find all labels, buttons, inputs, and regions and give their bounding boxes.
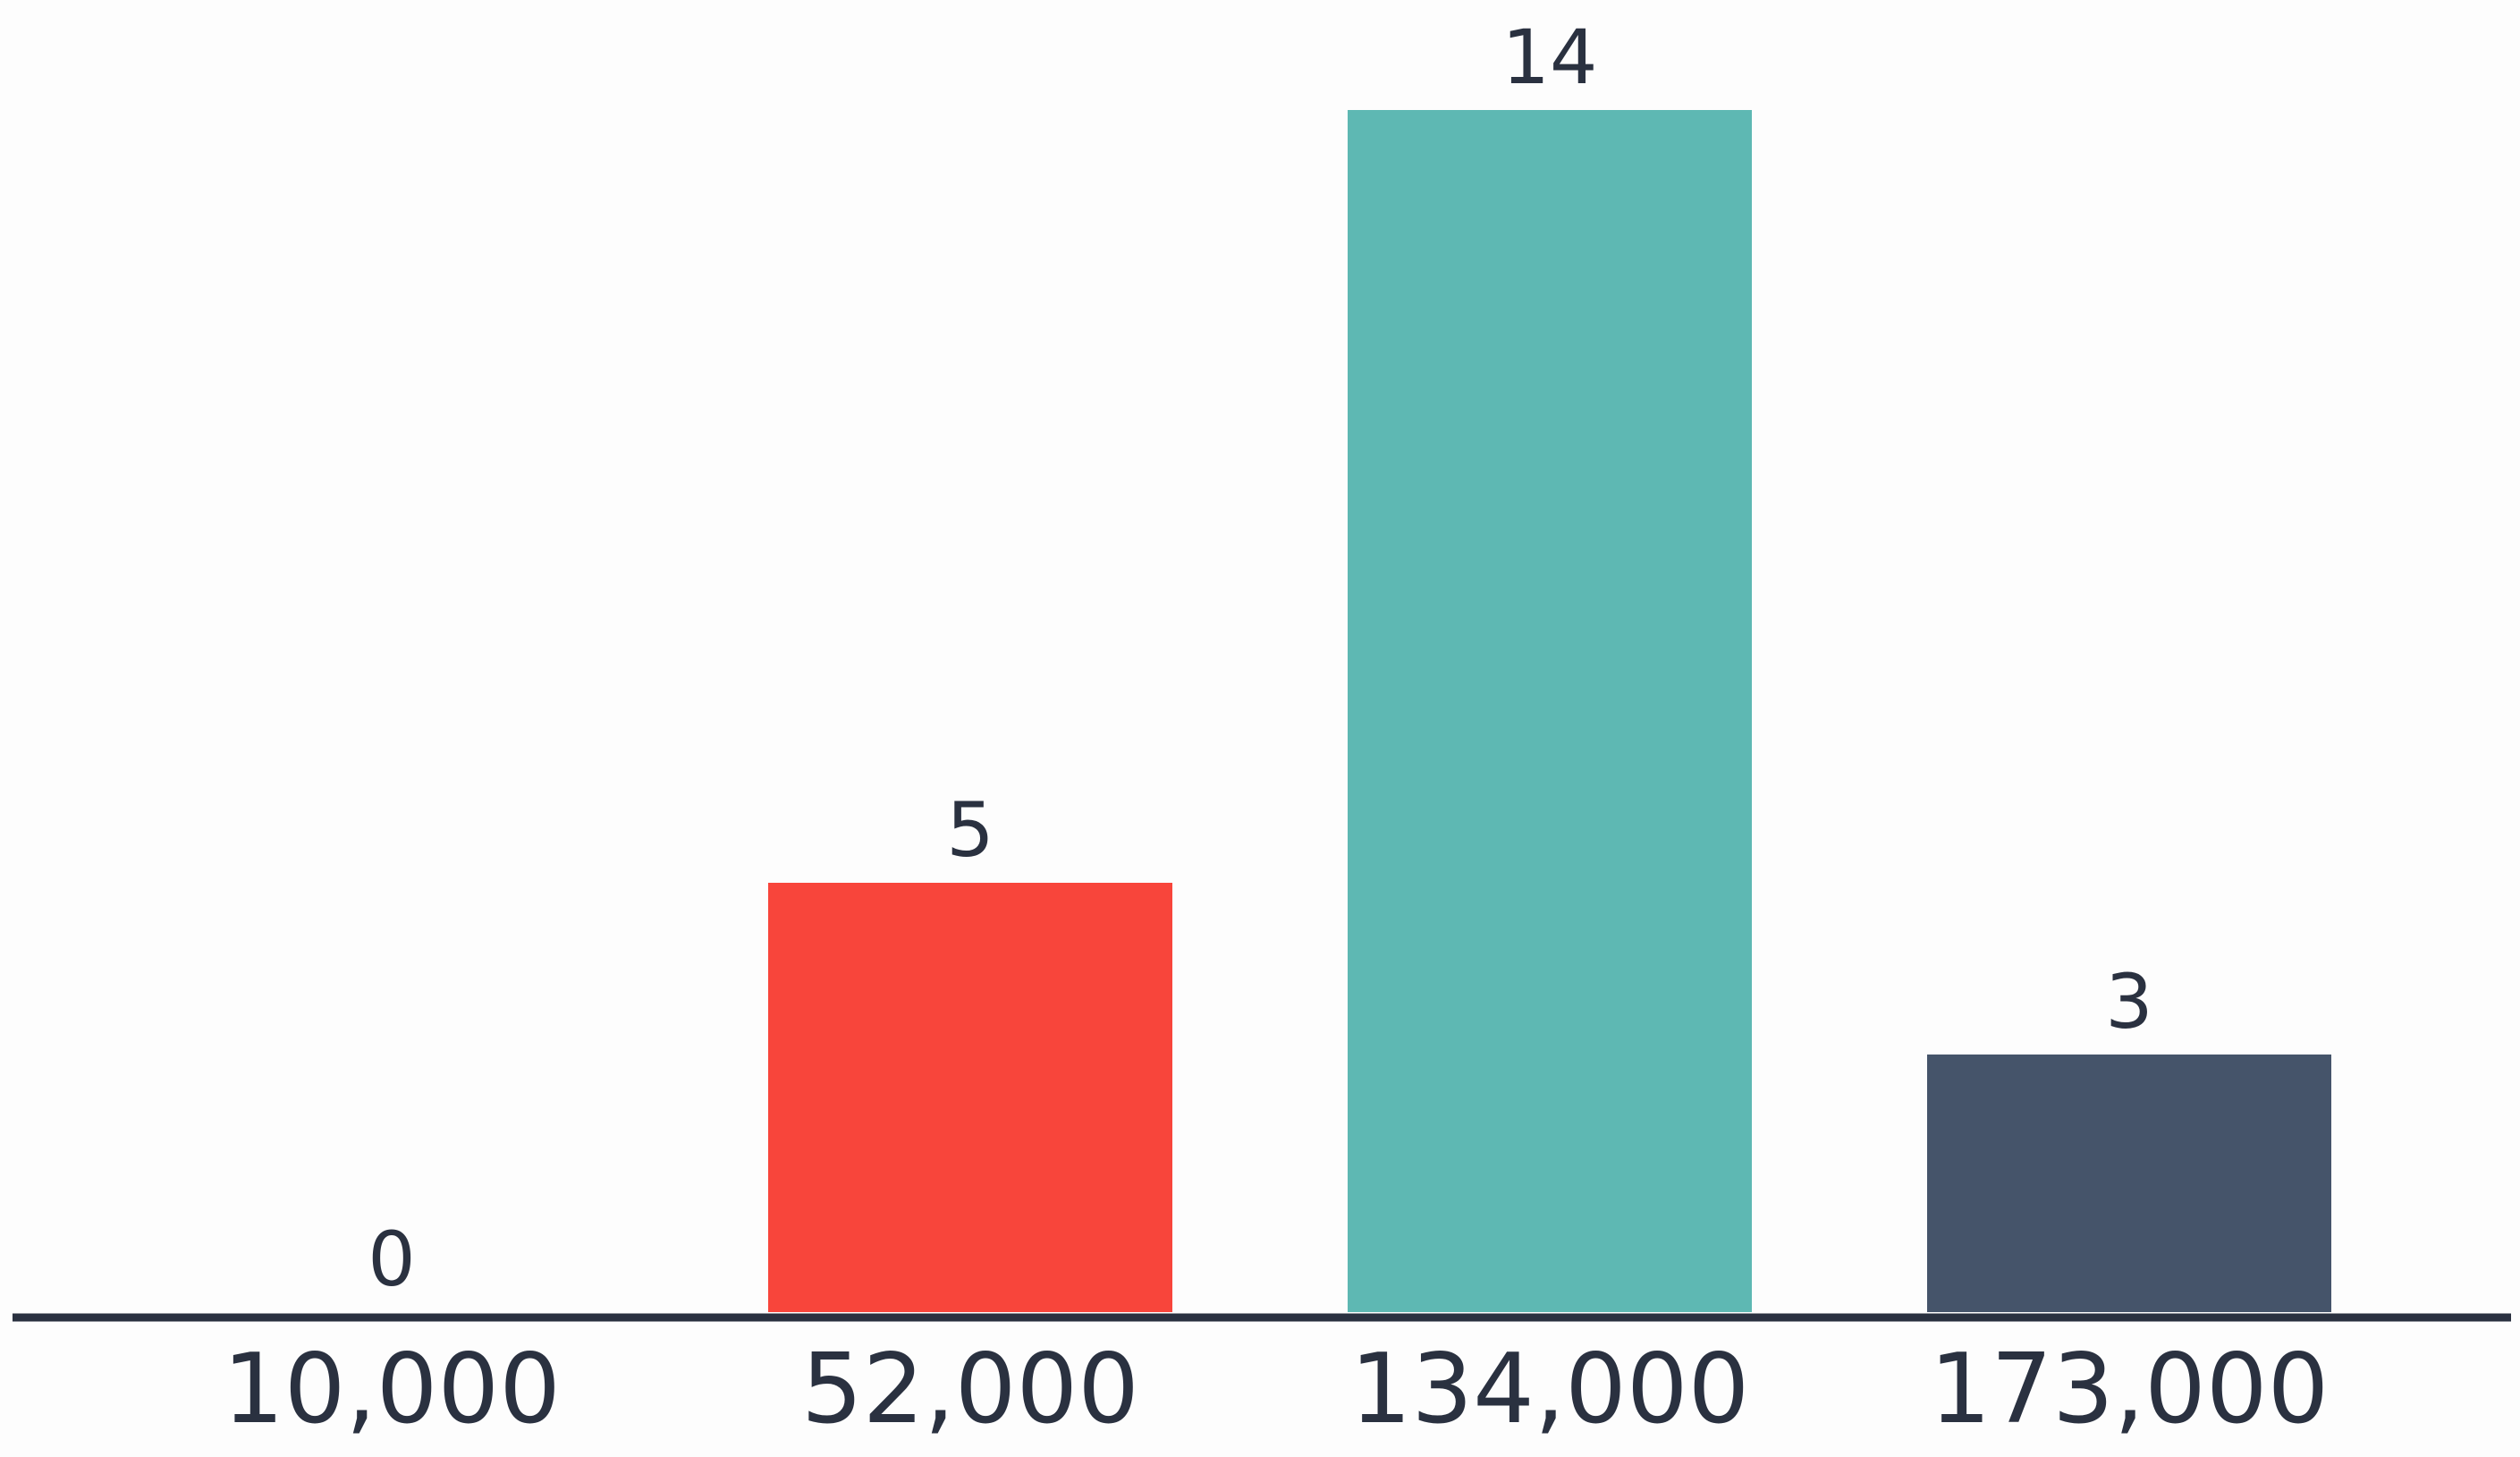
value-label-1: 5 — [946, 786, 994, 874]
bars-group — [768, 110, 2331, 1312]
bar-1 — [768, 883, 1172, 1312]
x-tick-label-0: 10,000 — [223, 1334, 561, 1445]
x-tick-label-2: 134,000 — [1350, 1334, 1750, 1445]
value-labels-group: 0 5 14 3 — [368, 13, 2152, 1303]
bar-2 — [1348, 110, 1752, 1312]
value-label-0: 0 — [368, 1216, 415, 1303]
x-tick-label-1: 52,000 — [801, 1334, 1139, 1445]
bar-3 — [1927, 1055, 2331, 1312]
value-label-3: 3 — [2105, 958, 2152, 1046]
value-label-2: 14 — [1502, 13, 1598, 101]
x-tick-labels-group: 10,000 52,000 134,000 173,000 — [223, 1334, 2329, 1445]
x-tick-label-3: 173,000 — [1930, 1334, 2330, 1445]
